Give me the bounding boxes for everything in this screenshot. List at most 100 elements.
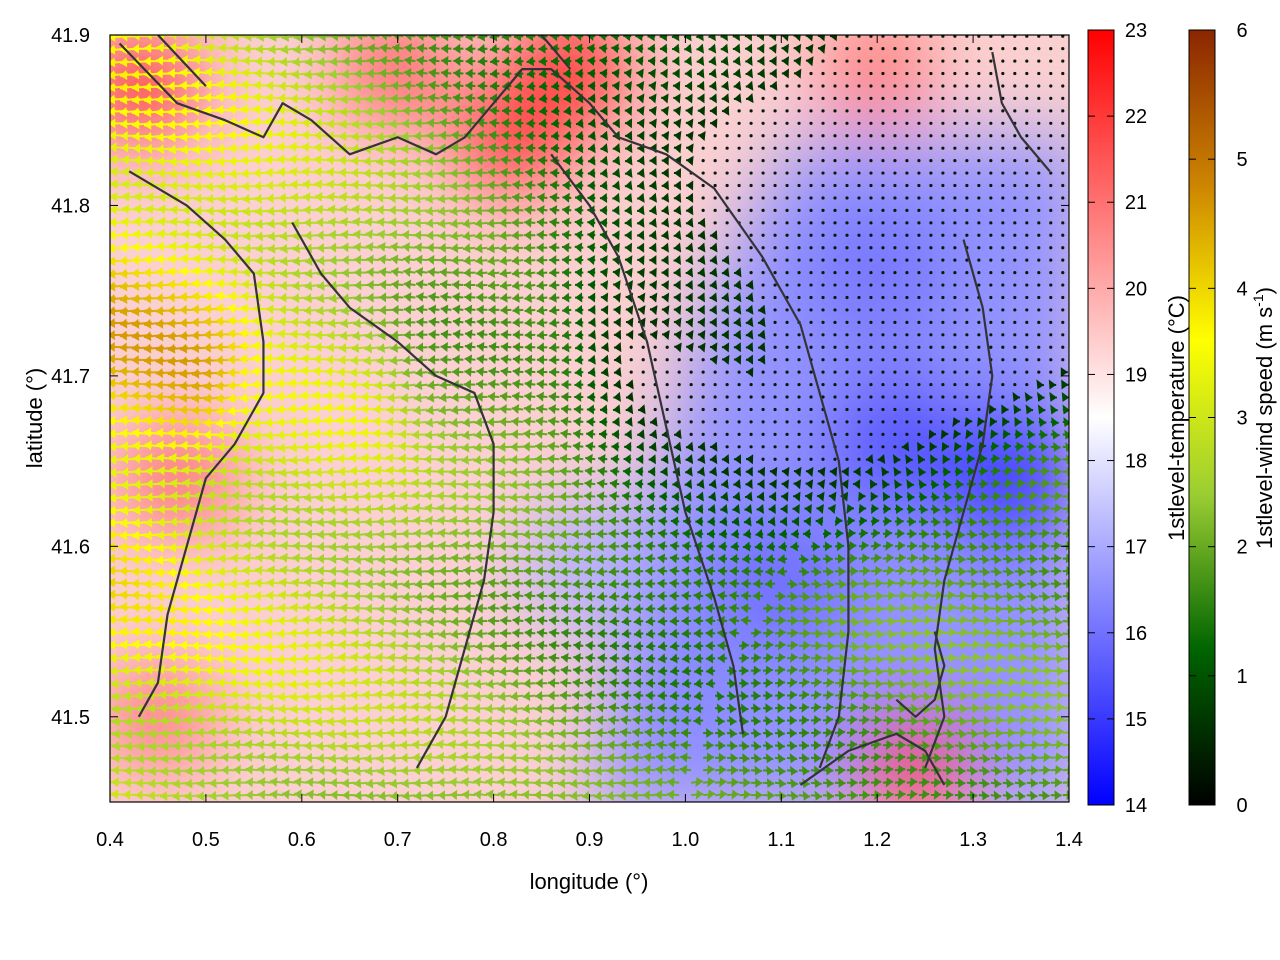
wind-calm-dot: [1037, 358, 1041, 362]
wind-calm-dot: [989, 171, 993, 175]
wind-calm-dot: [773, 246, 777, 250]
wind-arrow: [1038, 739, 1052, 750]
wind-calm-dot: [785, 146, 789, 150]
wind-arrow: [942, 716, 955, 727]
wind-calm-dot: [809, 370, 813, 374]
wind-arrow: [654, 789, 668, 800]
wind-calm-dot: [965, 96, 969, 101]
wind-calm-dot: [797, 258, 801, 262]
wind-calm-dot: [701, 420, 705, 424]
wind-calm-dot: [917, 171, 921, 175]
wind-calm-dot: [773, 382, 777, 387]
wind-arrow: [1014, 752, 1027, 763]
wind-calm-dot: [1037, 71, 1041, 76]
wind-calm-dot: [977, 208, 981, 212]
wind-arrow: [534, 716, 548, 727]
wind-calm-dot: [941, 370, 945, 374]
wind-arrow: [942, 728, 955, 739]
wind-calm-dot: [1013, 333, 1017, 337]
wind-arrow: [918, 777, 930, 788]
wind-arrow: [822, 727, 834, 738]
wind-arrow: [739, 789, 751, 800]
wind-calm-dot: [941, 308, 945, 312]
wind-calm-dot: [833, 270, 837, 275]
wind-calm-dot: [1049, 134, 1053, 138]
wind-calm-dot: [869, 96, 873, 101]
wind-calm-dot: [809, 345, 813, 349]
wind-arrow: [569, 778, 584, 789]
wind-calm-dot: [857, 395, 861, 399]
wind-arrow: [846, 727, 858, 738]
wind-calm-dot: [905, 382, 909, 387]
wind-calm-dot: [881, 171, 885, 175]
wind-calm-dot: [965, 134, 969, 138]
wind-calm-dot: [953, 208, 957, 212]
wind-arrow: [1002, 790, 1014, 801]
wind-calm-dot: [833, 308, 837, 312]
wind-calm-dot: [857, 233, 861, 237]
wind-calm-dot: [953, 320, 957, 324]
wind-arrow: [786, 765, 798, 776]
wind-calm-dot: [833, 71, 837, 76]
wind-calm-dot: [989, 134, 993, 138]
wind-calm-dot: [905, 84, 909, 88]
wind-calm-dot: [749, 146, 753, 150]
wind-arrow: [858, 790, 870, 801]
wind-arrow: [184, 778, 200, 789]
wind-arrow: [414, 790, 428, 801]
wind-arrow: [473, 789, 488, 800]
wind-calm-dot: [869, 407, 873, 412]
wind-arrow: [681, 715, 692, 726]
wind-calm-dot: [977, 121, 981, 125]
wind-calm-dot: [1001, 221, 1005, 225]
wind-arrow: [557, 790, 572, 801]
wind-calm-dot: [1037, 221, 1041, 225]
wind-calm-dot: [797, 208, 801, 212]
wind-calm-dot: [1037, 96, 1041, 101]
wind-calm-dot: [821, 134, 825, 138]
wind-calm-dot: [797, 333, 801, 337]
wind-calm-dot: [845, 171, 849, 175]
wind-calm-dot: [869, 146, 873, 150]
wind-calm-dot: [785, 171, 789, 175]
wind-arrow: [750, 753, 762, 764]
wind-arrow: [630, 777, 644, 788]
wind-calm-dot: [749, 196, 753, 200]
wind-arrow: [305, 765, 320, 776]
wind-calm-dot: [809, 457, 813, 461]
wind-calm-dot: [869, 345, 873, 349]
wind-calm-dot: [785, 382, 789, 387]
wind-calm-dot: [1025, 233, 1029, 237]
wind-arrow: [472, 715, 488, 726]
wind-calm-dot: [629, 370, 633, 374]
wind-calm-dot: [857, 358, 861, 362]
wind-arrow: [834, 765, 846, 776]
wind-arrow: [521, 753, 536, 764]
wind-arrow: [233, 764, 248, 775]
wind-arrow: [906, 715, 919, 726]
wind-calm-dot: [1025, 320, 1029, 324]
wind-arrow: [124, 728, 140, 739]
wind-arrow: [269, 764, 284, 775]
wind-calm-dot: [905, 47, 909, 51]
wind-calm-dot: [761, 270, 765, 275]
wind-arrow: [436, 752, 452, 763]
wind-calm-dot: [941, 420, 945, 424]
wind-calm-dot: [713, 395, 717, 399]
wind-arrow: [882, 752, 894, 763]
wind-calm-dot: [1037, 320, 1041, 324]
wind-calm-dot: [881, 246, 885, 250]
wind-calm-dot: [989, 320, 993, 324]
wind-arrow: [1026, 790, 1038, 801]
wind-calm-dot: [785, 358, 789, 362]
wind-calm-dot: [1025, 270, 1029, 275]
wind-calm-dot: [857, 370, 861, 374]
wind-calm-dot: [821, 320, 825, 324]
wind-calm-dot: [857, 96, 861, 101]
wind-arrow: [1038, 727, 1052, 738]
wind-arrow: [557, 753, 572, 764]
wind-calm-dot: [893, 59, 897, 63]
wind-calm-dot: [917, 71, 921, 76]
wind-calm-dot: [1061, 47, 1065, 51]
wind-calm-dot: [821, 370, 825, 374]
